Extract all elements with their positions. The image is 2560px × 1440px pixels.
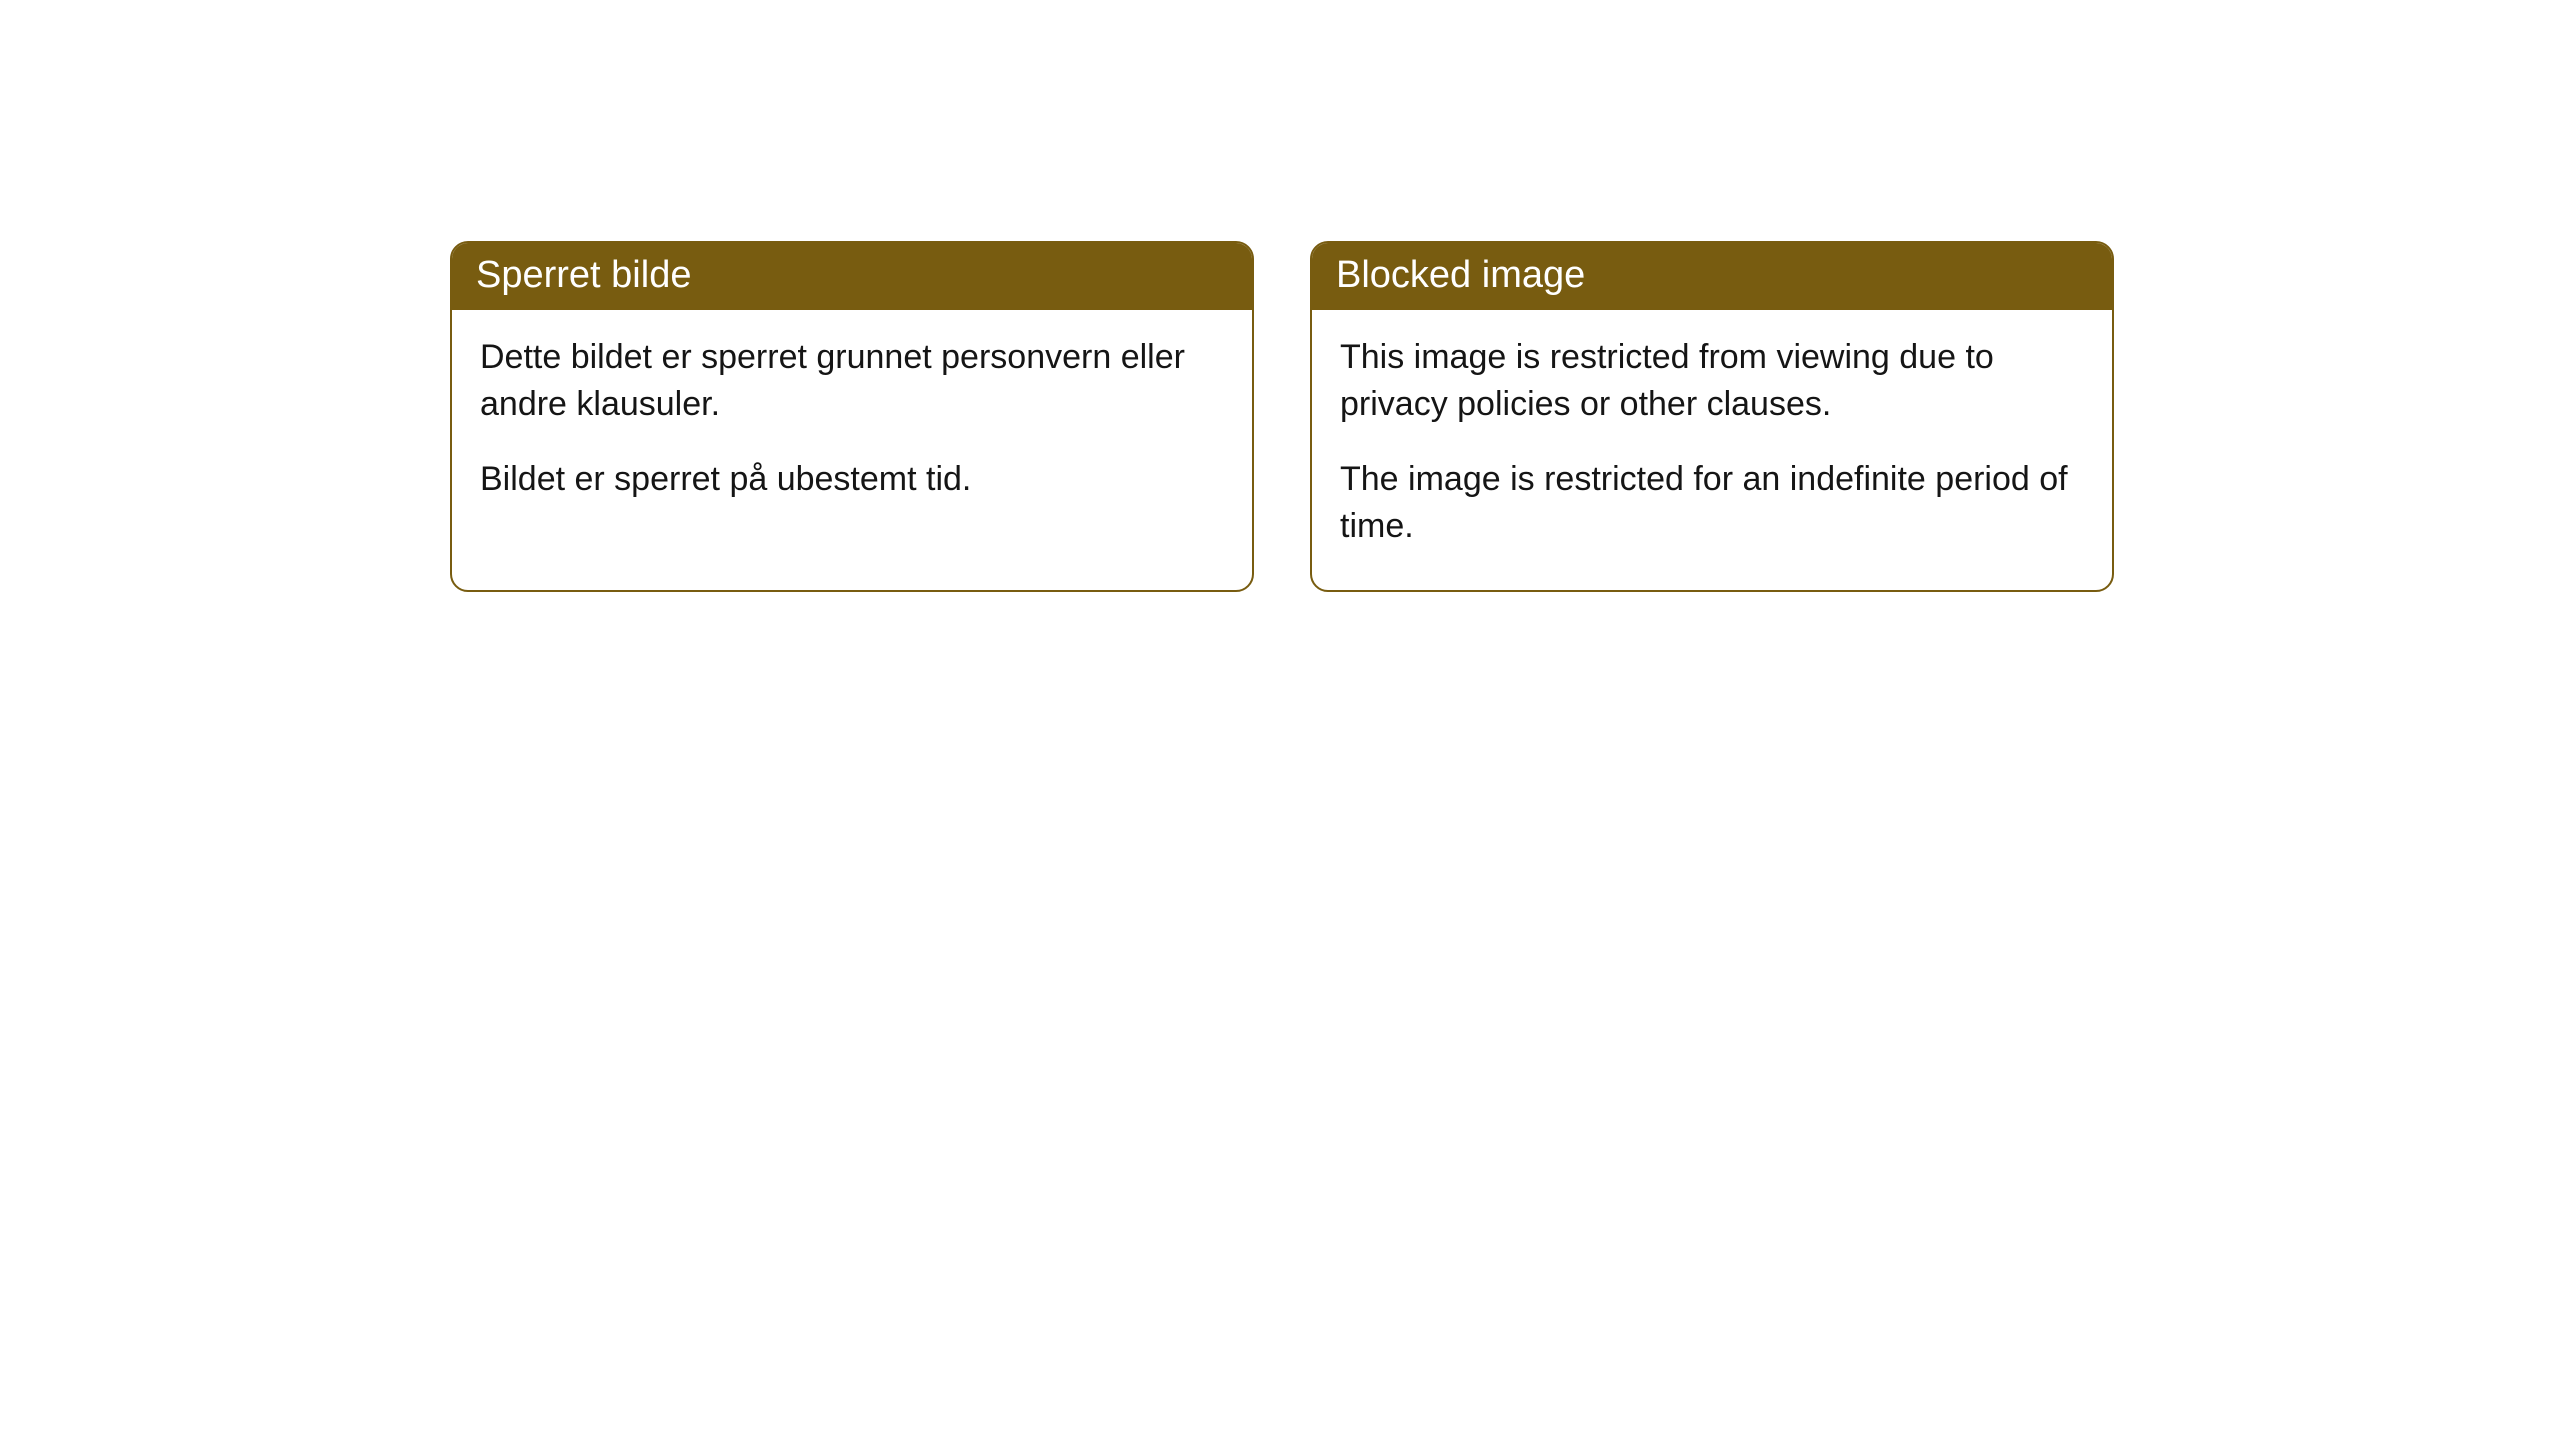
card-body: Dette bildet er sperret grunnet personve… [452, 310, 1252, 543]
card-title: Blocked image [1312, 243, 2112, 310]
notice-card-english: Blocked image This image is restricted f… [1310, 241, 2114, 592]
notice-card-norwegian: Sperret bilde Dette bildet er sperret gr… [450, 241, 1254, 592]
card-paragraph: Dette bildet er sperret grunnet personve… [480, 334, 1224, 428]
card-paragraph: This image is restricted from viewing du… [1340, 334, 2084, 428]
card-paragraph: Bildet er sperret på ubestemt tid. [480, 456, 1224, 503]
card-title: Sperret bilde [452, 243, 1252, 310]
notice-cards-container: Sperret bilde Dette bildet er sperret gr… [450, 241, 2114, 592]
card-paragraph: The image is restricted for an indefinit… [1340, 456, 2084, 550]
card-body: This image is restricted from viewing du… [1312, 310, 2112, 590]
